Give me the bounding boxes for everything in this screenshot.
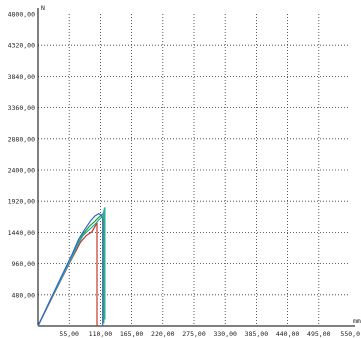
x-unit-label: mm (353, 317, 361, 325)
x-tick-label: 110,00 (89, 330, 113, 338)
y-tick-label: 480,00 (12, 291, 36, 299)
y-tick-label: 4800,00 (8, 11, 35, 19)
y-tick-label: 960,00 (12, 260, 36, 268)
x-tick-label: 440,00 (276, 330, 300, 338)
x-tick-label: 165,00 (120, 330, 144, 338)
y-unit-label: N (41, 4, 45, 12)
x-tick-label: 550,0 (340, 330, 360, 338)
x-tick-label: 55,00 (59, 330, 79, 338)
x-tick-label: 495,00 (307, 330, 331, 338)
y-tick-label: 3840,00 (8, 73, 35, 81)
series-line-1 (37, 222, 98, 327)
series-line-4 (37, 213, 104, 327)
y-tick-label: 2880,00 (8, 135, 35, 143)
y-tick-label: 1440,00 (8, 229, 35, 237)
y-tick-label: 1920,00 (8, 198, 35, 206)
series-line-3 (37, 207, 106, 327)
x-tick-label: 330,00 (213, 330, 237, 338)
x-tick-label: 275,00 (182, 330, 206, 338)
x-tick-label: 385,00 (245, 330, 269, 338)
y-tick-label: 3360,00 (8, 104, 35, 112)
y-tick-label: 2400,00 (8, 167, 35, 175)
x-tick-label: 220,00 (151, 330, 175, 338)
y-tick-label: 4320,00 (8, 42, 35, 50)
